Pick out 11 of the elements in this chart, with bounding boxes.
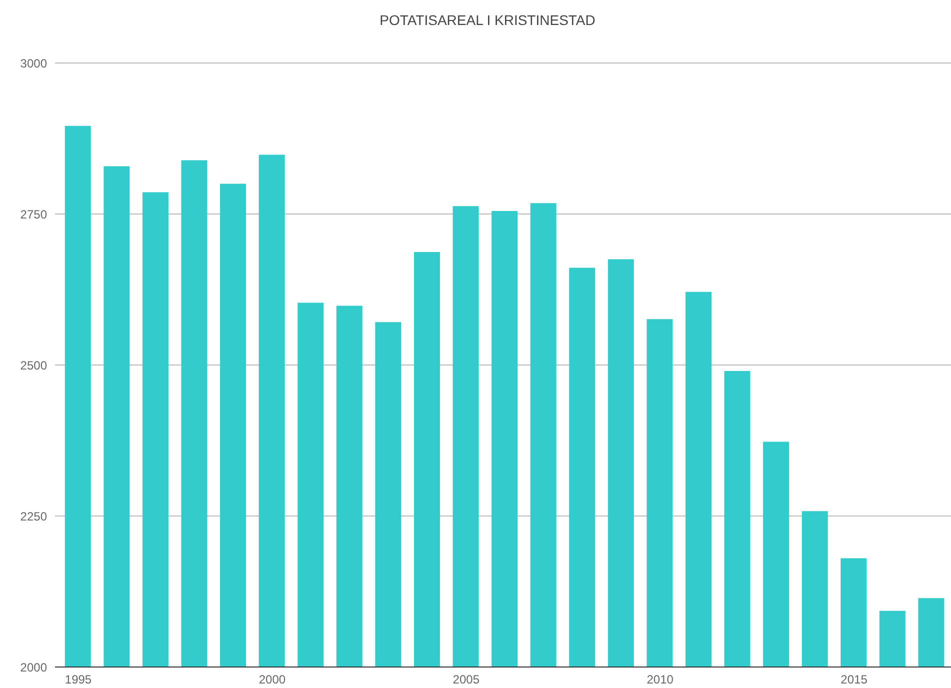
y-tick-label: 2500 <box>20 358 48 372</box>
x-tick-label: 2000 <box>258 672 286 687</box>
x-tick-label: 2015 <box>840 672 868 687</box>
x-tick-label: 2010 <box>646 672 674 687</box>
y-tick-label: 2250 <box>20 509 48 524</box>
x-tick-label: 2005 <box>452 672 480 687</box>
y-tick-label: 3000 <box>20 56 48 70</box>
y-tick-label: 2750 <box>20 207 48 222</box>
chart-title: POTATISAREAL I KRISTINESTAD <box>378 12 596 28</box>
x-tick-label: 1995 <box>64 672 92 687</box>
y-tick-label: 2000 <box>20 660 48 674</box>
